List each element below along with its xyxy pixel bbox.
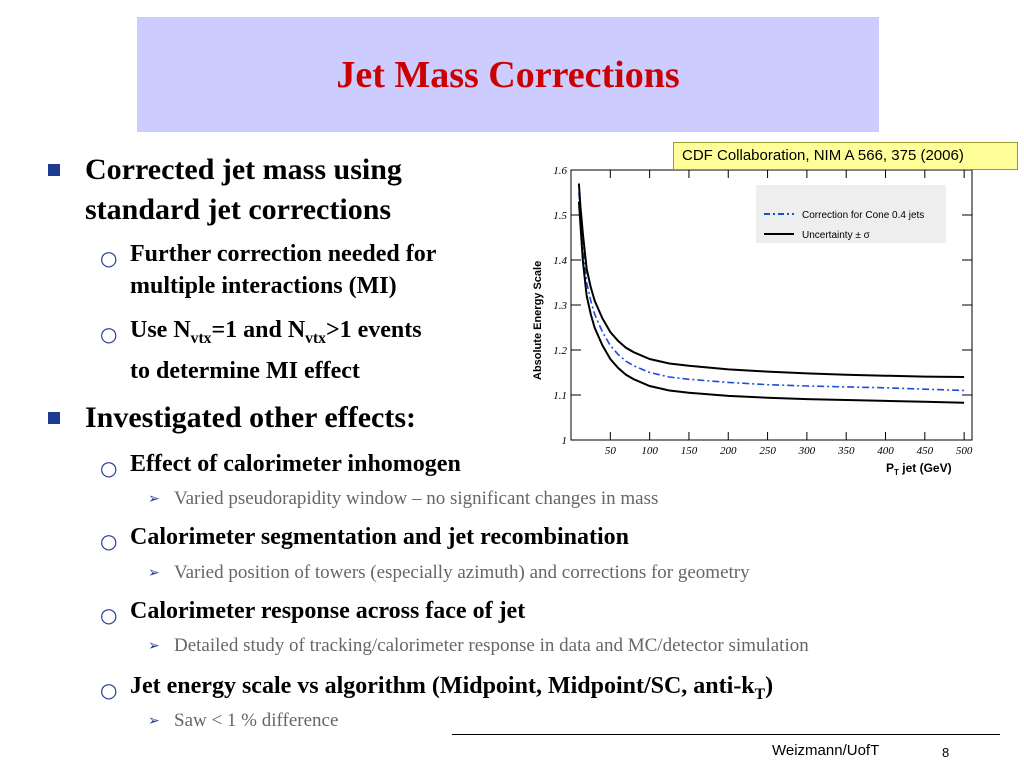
sub-bullet-line1: Further correction needed for (130, 241, 437, 267)
x-tick-label: 300 (798, 445, 816, 457)
jes-text-post: ) (765, 673, 774, 699)
chart-ticks: 50 100 150 200 250 300 350 400 450 500 1 1.1 1.2 1.3 1… (553, 165, 973, 457)
arrow-bullet-icon: ➢ (148, 565, 160, 581)
sub-bullet-line2: multiple interactions (MI) (130, 273, 397, 299)
x-tick-label: 400 (877, 445, 894, 457)
bullet-text-line1: Corrected jet mass using (85, 153, 402, 186)
jes-sub: T (754, 685, 766, 703)
y-tick-label: 1.5 (553, 210, 567, 222)
bullet-text-line2: standard jet corrections (85, 193, 392, 226)
footer-divider (452, 734, 1000, 735)
nvtx-text-mid: =1 and N (211, 317, 306, 343)
square-bullet-icon (48, 412, 60, 424)
x-axis-label: PT jet (GeV) (886, 461, 952, 477)
chart-legend: Correction for Cone 0.4 jets Uncertainty … (756, 185, 946, 243)
circle-bullet-icon: ○ (100, 246, 118, 270)
detail-text: Varied position of towers (especially az… (174, 562, 750, 583)
footer-affiliation: Weizmann/UofT (772, 742, 880, 759)
nvtx-text-post: >1 events (325, 317, 422, 343)
circle-bullet-icon: ○ (100, 529, 118, 553)
energy-scale-chart: 50 100 150 200 250 300 350 400 450 500 1 1.1 1.2 1.3 1… (532, 165, 973, 477)
nvtx-sub-1: vtx (190, 329, 212, 347)
y-tick-label: 1.4 (553, 255, 567, 267)
square-bullet-icon (48, 164, 60, 176)
y-tick-label: 1 (562, 435, 568, 447)
x-axis-label-main: P (886, 461, 894, 475)
y-axis-label: Absolute Energy Scale (532, 261, 544, 380)
arrow-bullet-icon: ➢ (148, 713, 160, 729)
legend-label: Correction for Cone 0.4 jets (802, 210, 924, 221)
circle-bullet-icon: ○ (100, 603, 118, 627)
x-tick-label: 450 (917, 445, 934, 457)
slide-title: Jet Mass Corrections (336, 53, 680, 96)
x-tick-label: 50 (605, 445, 617, 457)
page-number: 8 (942, 745, 950, 760)
y-tick-label: 1.3 (553, 300, 567, 312)
detail-text: Varied pseudorapidity window – no signif… (174, 488, 659, 509)
y-tick-label: 1.6 (553, 165, 567, 177)
nvtx-sub-2: vtx (305, 329, 326, 347)
detail-text: Saw < 1 % difference (174, 710, 339, 731)
arrow-bullet-icon: ➢ (148, 491, 160, 507)
jes-text-pre: Jet energy scale vs algorithm (Midpoint,… (130, 673, 755, 699)
x-tick-label: 100 (641, 445, 658, 457)
x-tick-label: 500 (956, 445, 973, 457)
x-axis-label-rest: jet (GeV) (899, 461, 952, 475)
sub-bullet-text: Effect of calorimeter inhomogen (130, 451, 461, 477)
y-tick-label: 1.1 (553, 390, 567, 402)
series-line-1 (577, 183, 965, 378)
arrow-bullet-icon: ➢ (148, 638, 160, 654)
title-banner: Jet Mass Corrections (137, 17, 879, 132)
nvtx-text-pre: Use N (130, 317, 191, 343)
detail-text: Detailed study of tracking/calorimeter r… (174, 635, 809, 656)
citation-box: CDF Collaboration, NIM A 566, 375 (2006) (673, 142, 1018, 170)
x-axis-label-sub: T (894, 468, 899, 477)
chart-container: 50 100 150 200 250 300 350 400 450 500 1 1.1 1.2 1.3 1… (520, 140, 1024, 485)
sub-bullet-text: Calorimeter response across face of jet (130, 598, 526, 624)
circle-bullet-icon: ○ (100, 678, 118, 702)
x-tick-label: 350 (837, 445, 855, 457)
x-tick-label: 150 (681, 445, 698, 457)
x-tick-label: 200 (720, 445, 737, 457)
circle-bullet-icon: ○ (100, 456, 118, 480)
nvtx-text-line2: to determine MI effect (130, 357, 360, 384)
sub-bullet-text: Calorimeter segmentation and jet recombi… (130, 524, 630, 550)
chart-lines (577, 183, 965, 404)
legend-label: Uncertainty ± σ (802, 230, 871, 241)
series-line-0 (578, 192, 965, 392)
bullet-text: Investigated other effects: (85, 401, 417, 434)
series-line-2 (577, 201, 965, 404)
circle-bullet-icon: ○ (100, 322, 118, 346)
y-tick-label: 1.2 (553, 345, 567, 357)
x-tick-label: 250 (759, 445, 776, 457)
